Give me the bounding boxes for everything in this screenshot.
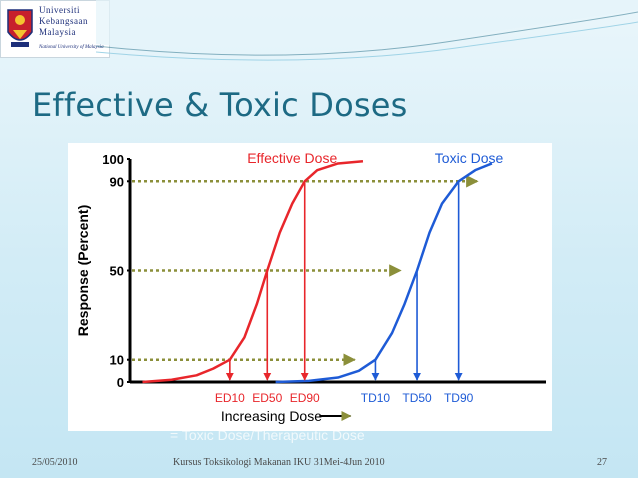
dose-marker-label: ED50 (252, 391, 282, 405)
y-tick-label: 50 (110, 264, 124, 279)
series-line-effective-dose (142, 159, 364, 384)
university-name: Universiti Kebangsaan Malaysia (39, 5, 88, 38)
y-tick-label: 100 (102, 152, 124, 167)
dose-marker-label: TD90 (444, 391, 474, 405)
university-name-line: Universiti (39, 5, 80, 15)
dose-marker-label: ED90 (290, 391, 320, 405)
y-tick-label: 10 (110, 353, 124, 368)
chart-panel: 100 90 50 10 0 ED10 ED50 ED90 TD10 TD50 TD90 Effect… (68, 143, 552, 431)
x-axis-title: Increasing Dose (221, 408, 322, 424)
university-subtitle: National University of Malaysia (39, 45, 104, 50)
y-tick-label: 90 (110, 174, 124, 189)
footer-date: 25/05/2010 (32, 457, 78, 468)
university-logo: Universiti Kebangsaan Malaysia National … (0, 0, 110, 58)
series-line-toxic-dose (275, 162, 493, 384)
dose-marker-label: TD50 (402, 391, 432, 405)
slide-title: Effective & Toxic Doses (32, 86, 408, 124)
dose-marker-label: TD10 (361, 391, 391, 405)
series-label: Toxic Dose (435, 150, 504, 166)
crest-icon (7, 9, 33, 47)
y-axis-title: Response (Percent) (75, 205, 91, 336)
header-swoosh (96, 0, 638, 61)
y-tick-label: 0 (117, 375, 124, 390)
university-name-line: Malaysia (39, 27, 76, 37)
dose-marker-label: ED10 (215, 391, 245, 405)
overlay-caption: = Toxic Dose/Therapeutic Dose (170, 427, 365, 443)
footer-course: Kursus Toksikologi Makanan IKU 31Mei-4Ju… (173, 457, 385, 468)
page-number: 27 (597, 457, 607, 468)
university-name-line: Kebangsaan (39, 16, 88, 26)
series-label: Effective Dose (247, 150, 337, 166)
